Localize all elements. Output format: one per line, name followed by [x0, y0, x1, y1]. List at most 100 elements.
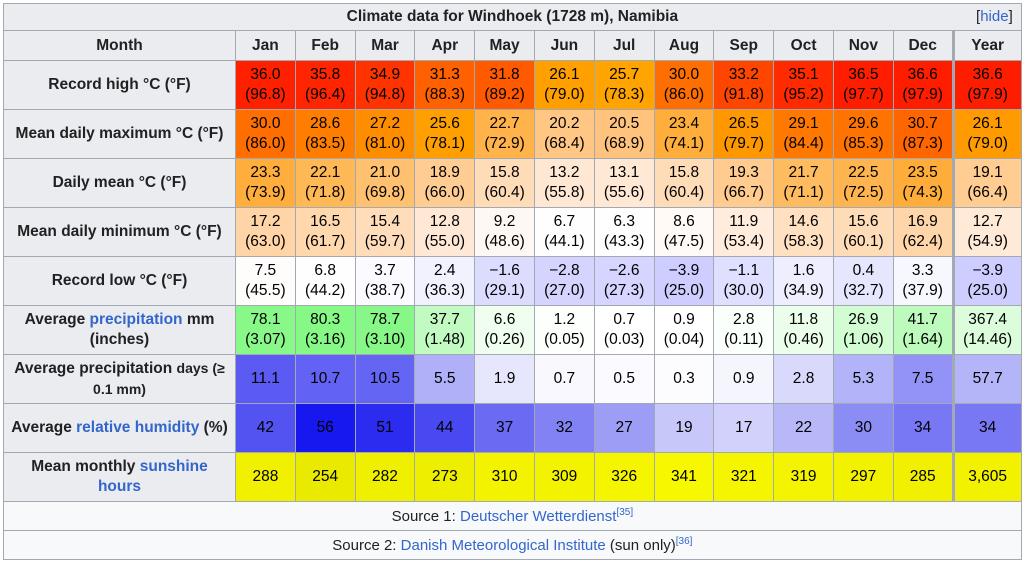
- month-header-aug: Aug: [653, 30, 715, 61]
- table-cell: 288: [235, 452, 296, 502]
- cell-value-alt: (47.5): [663, 233, 705, 250]
- hide-link[interactable]: hide: [980, 8, 1009, 25]
- table-cell: 7.5: [892, 354, 954, 404]
- table-cell: 1.2 (0.05): [533, 305, 595, 355]
- cell-value-alt: (25.0): [967, 282, 1008, 299]
- cell-value-alt: (78.1): [424, 135, 466, 152]
- cell-value-alt: (94.8): [364, 86, 406, 103]
- table-cell: 297: [832, 452, 894, 502]
- cell-value: 285: [909, 468, 936, 485]
- reference-link[interactable]: [36]: [675, 535, 693, 547]
- cell-value-alt: (86.0): [245, 135, 286, 152]
- cell-value: 22.5: [848, 164, 879, 181]
- table-cell: 319: [773, 452, 834, 502]
- table-cell: 6.3 (43.3): [593, 207, 655, 257]
- row-label-text: Average: [24, 311, 90, 328]
- cell-value: 15.8: [489, 164, 520, 181]
- cell-value-alt: (74.1): [663, 135, 705, 152]
- table-cell: 19: [653, 403, 715, 453]
- cell-value: 78.1: [250, 311, 281, 328]
- table-cell: 44: [414, 403, 476, 453]
- cell-value: 31.8: [489, 66, 520, 83]
- cell-value: 15.8: [668, 164, 700, 181]
- table-cell: 2.8 (0.11): [713, 305, 775, 355]
- source-prefix: Source 1:: [391, 507, 460, 525]
- month-header-apr: Apr: [414, 30, 476, 61]
- cell-value-alt: (72.5): [843, 184, 884, 201]
- table-cell: −1.6 (29.1): [474, 256, 535, 306]
- cell-value: −3.9: [972, 262, 1003, 279]
- cell-value: 2.8: [792, 370, 815, 387]
- cell-value: 8.6: [673, 213, 695, 230]
- hide-toggle[interactable]: [hide]: [976, 8, 1013, 25]
- month-header-jun: Jun: [533, 30, 595, 61]
- table-cell: 26.9 (1.06): [832, 305, 894, 355]
- cell-value: 32: [555, 419, 573, 436]
- cell-value: 6.3: [613, 213, 635, 230]
- table-cell: 29.1 (84.4): [773, 109, 834, 159]
- cell-value-alt: (89.2): [484, 86, 525, 103]
- cell-value-alt: (85.3): [843, 135, 884, 152]
- source-link[interactable]: Deutscher Wetterdienst: [459, 507, 617, 525]
- table-cell: 26.1 (79.0): [951, 109, 1022, 159]
- table-cell: 30.7 (87.3): [892, 109, 954, 159]
- cell-value-alt: (30.0): [723, 282, 765, 299]
- cell-value: 20.5: [609, 115, 640, 132]
- table-cell: 30.0 (86.0): [235, 109, 296, 159]
- cell-value: 1.9: [493, 370, 516, 387]
- table-cell: 17: [713, 403, 775, 453]
- cell-value: −3.9: [668, 262, 700, 279]
- table-cell: 57.7: [951, 354, 1022, 404]
- table-cell: 309: [533, 452, 595, 502]
- cell-value: 36.6: [972, 66, 1003, 83]
- cell-value: 15.4: [369, 213, 401, 230]
- table-cell: 36.0 (96.8): [235, 60, 296, 110]
- cell-value: 25.7: [609, 66, 640, 83]
- row-label: Average relative humidity (%): [3, 403, 236, 453]
- cell-value-alt: (87.3): [902, 135, 943, 152]
- cell-value: 282: [372, 468, 398, 485]
- cell-value-alt: (59.7): [364, 233, 406, 250]
- table-cell: 56: [294, 403, 356, 453]
- climate-table: Climate data for Windhoek (1728 m), Nami…: [3, 3, 1022, 560]
- cell-value-alt: (3.16): [304, 331, 346, 348]
- table-cell: 11.1: [235, 354, 296, 404]
- reference-link[interactable]: [35]: [616, 506, 634, 518]
- cell-value-alt: (74.3): [902, 184, 943, 201]
- cell-value: 273: [431, 468, 458, 485]
- cell-value: 44: [436, 419, 454, 436]
- cell-value-alt: (0.46): [783, 331, 824, 348]
- cell-value: 28.6: [310, 115, 341, 132]
- row-label-link[interactable]: sunshine hours: [97, 458, 208, 495]
- cell-value: 309: [551, 468, 578, 485]
- cell-value: 36.5: [848, 66, 879, 83]
- table-cell: 321: [713, 452, 775, 502]
- cell-value: 17: [735, 419, 753, 436]
- cell-value-alt: (71.8): [304, 184, 346, 201]
- row-label-link[interactable]: relative humidity: [76, 419, 200, 436]
- table-cell: 1.9: [474, 354, 535, 404]
- table-cell: 1.6 (34.9): [773, 256, 834, 306]
- cell-value: 30.0: [668, 66, 700, 83]
- cell-value: 41.7: [907, 311, 938, 328]
- cell-value-alt: (29.1): [484, 282, 525, 299]
- cell-value-alt: (79.0): [544, 86, 585, 103]
- table-cell: 0.4 (32.7): [832, 256, 894, 306]
- table-cell: 13.2 (55.8): [533, 158, 595, 208]
- table-cell: 18.9 (66.0): [414, 158, 476, 208]
- table-cell: 12.7 (54.9): [951, 207, 1022, 257]
- cell-value: 0.7: [553, 370, 576, 387]
- row-label-link[interactable]: precipitation: [89, 311, 183, 328]
- cell-value: 13.2: [549, 164, 580, 181]
- table-cell: 28.6 (83.5): [294, 109, 356, 159]
- cell-value: 35.1: [788, 66, 819, 83]
- cell-value-alt: (0.05): [544, 331, 585, 348]
- source-link[interactable]: Danish Meteorological Institute: [400, 536, 606, 554]
- cell-value: 9.2: [493, 213, 516, 230]
- table-cell: 285: [892, 452, 954, 502]
- cell-value: 12.8: [429, 213, 460, 230]
- cell-value-alt: (55.6): [603, 184, 645, 201]
- cell-value: 19.3: [728, 164, 759, 181]
- cell-value-alt: (27.3): [603, 282, 645, 299]
- cell-value: 11.1: [250, 370, 280, 387]
